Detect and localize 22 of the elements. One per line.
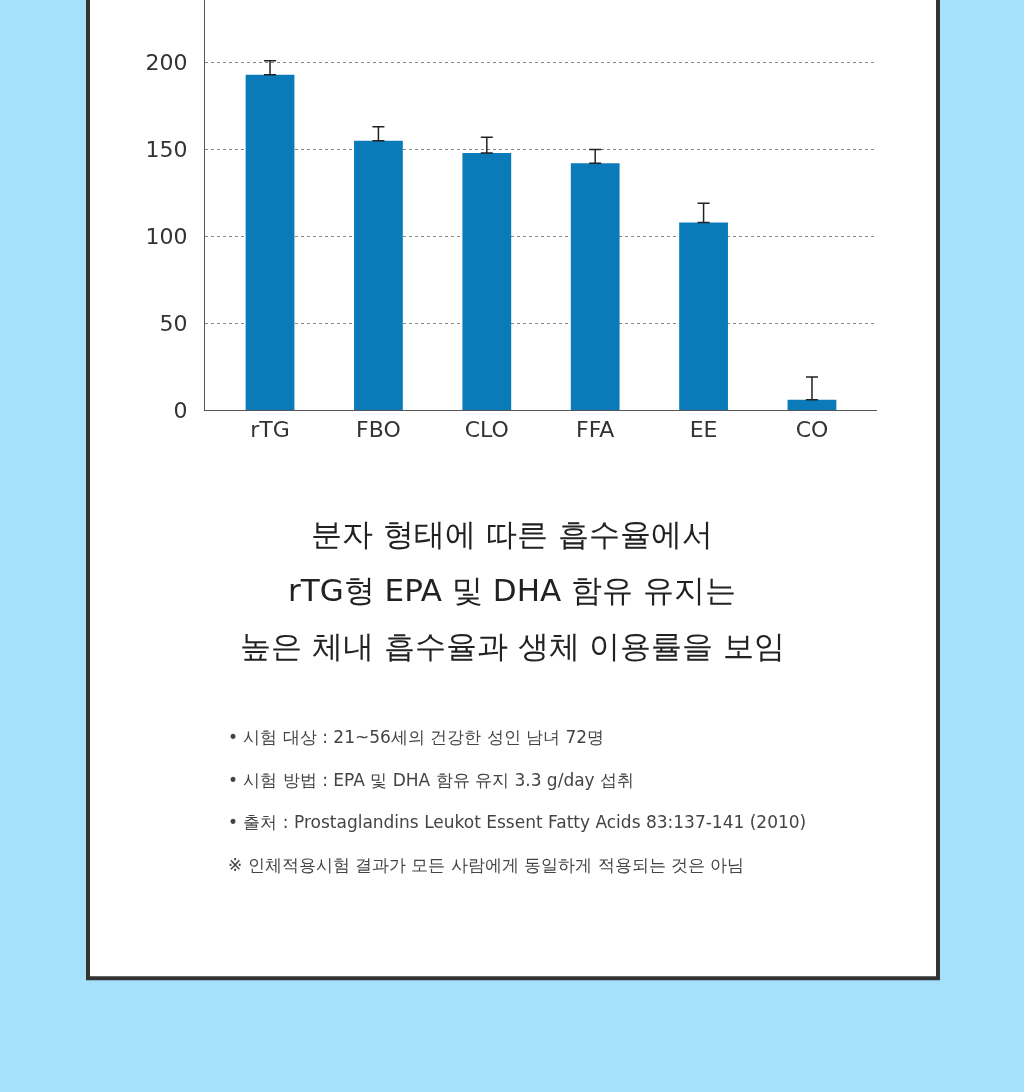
text: • 시험 방법 : EPA 및 DHA 함유 유지 3.3 g/day 섭취: [228, 770, 635, 790]
text: • 출처 : Prostaglandins Leukot Essent Fatty Acids 83:137-141 (2010): [228, 812, 807, 832]
bar: [354, 140, 403, 411]
y-tick-label: 200: [145, 50, 188, 76]
bar: [787, 399, 837, 411]
x-tick-label: CLO: [464, 417, 509, 443]
x-tick-label: CO: [795, 417, 829, 443]
y-tick-label: 100: [145, 224, 188, 250]
bar: [245, 74, 295, 411]
y-tick-label: 0: [173, 397, 188, 423]
y-tick-label: 50: [159, 310, 188, 336]
x-tick-label: FBO: [356, 417, 401, 443]
bar: [570, 163, 620, 411]
bar: [462, 152, 512, 411]
text: • 시험 대상 : 21~56세의 건강한 성인 남녀 72명: [228, 727, 605, 747]
x-tick-label: EE: [689, 417, 718, 443]
x-tick-label: rTG: [250, 417, 290, 443]
text: 분자 형태에 따른 흡수율에서 rTG형 EPA 및 DHA 함유 유지는 높은 체내 흡수율과 생체 이용률을 보임: [240, 516, 786, 664]
y-tick-label: 150: [145, 137, 188, 163]
text: ※ 인체적용시험 결과가 모든 사람에게 동일하게 적용되는 것은 아님: [228, 855, 745, 875]
x-tick-label: FFA: [576, 417, 615, 443]
bar: [679, 222, 728, 411]
